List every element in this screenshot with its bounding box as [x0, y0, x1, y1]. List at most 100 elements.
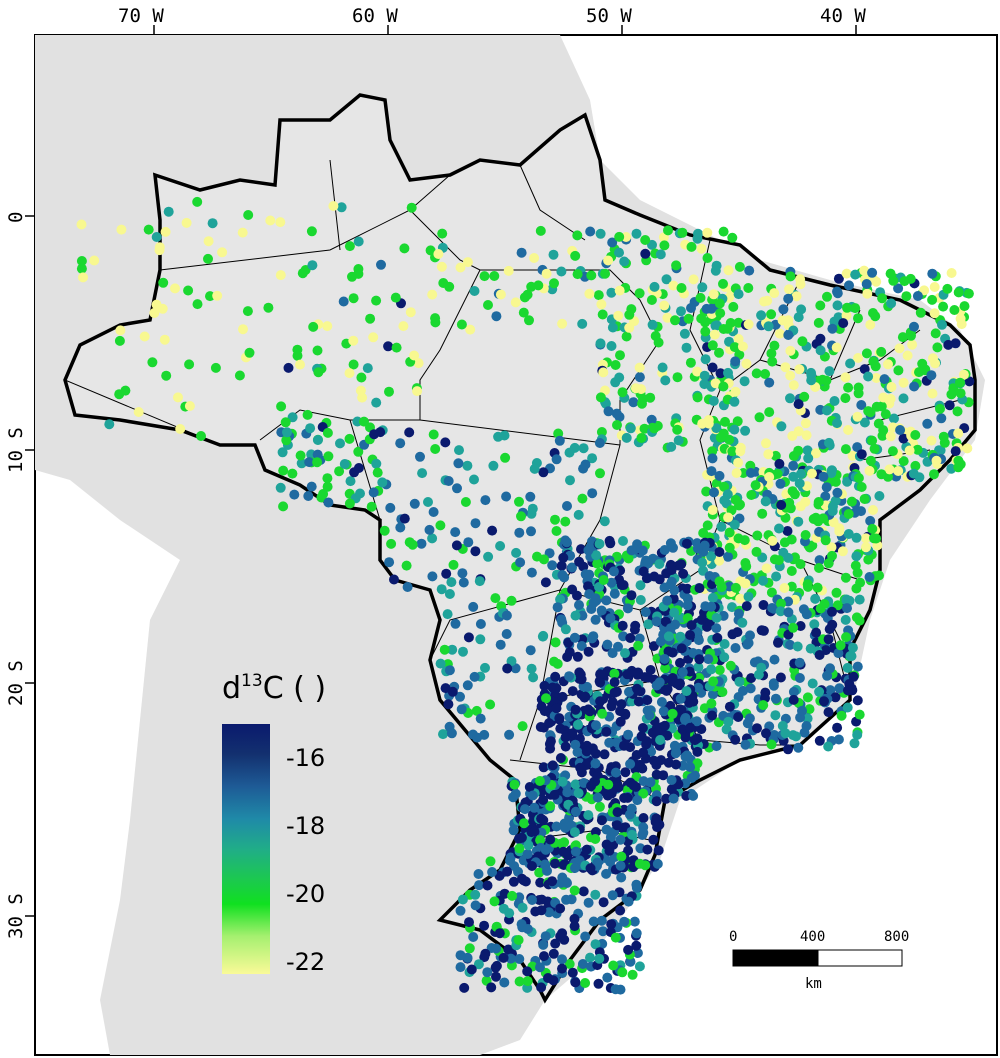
sample-point	[915, 307, 926, 318]
sample-point	[540, 577, 551, 588]
sample-point	[89, 255, 100, 266]
sample-point	[833, 648, 844, 659]
sample-point	[854, 709, 865, 720]
sample-point	[757, 508, 768, 519]
sample-point	[716, 521, 727, 532]
sample-point	[455, 962, 466, 973]
sample-point	[871, 533, 882, 544]
sample-point	[569, 913, 580, 924]
sample-point	[861, 279, 872, 289]
sample-point	[731, 468, 742, 478]
sample-point	[779, 537, 790, 548]
sample-point	[815, 300, 826, 311]
sample-point	[480, 495, 491, 506]
sample-point	[534, 867, 545, 878]
sample-point	[671, 759, 681, 770]
sample-point	[930, 328, 941, 339]
sample-point	[454, 445, 464, 456]
sample-point	[427, 533, 438, 544]
sample-point	[958, 369, 969, 380]
sample-point	[605, 613, 616, 624]
sample-point	[661, 274, 672, 285]
sample-point	[627, 829, 637, 840]
sample-point	[803, 453, 814, 464]
sample-point	[610, 360, 621, 370]
sample-point	[368, 487, 379, 498]
sample-point	[143, 224, 154, 235]
sample-point	[614, 285, 625, 296]
sample-point	[794, 478, 805, 489]
sample-point	[465, 324, 476, 335]
sample-point	[395, 438, 406, 449]
sample-point	[615, 706, 626, 717]
sample-point	[936, 413, 947, 424]
sample-point	[577, 610, 588, 621]
sample-point	[506, 595, 517, 606]
sample-point	[76, 263, 87, 274]
sample-point	[806, 367, 816, 378]
sample-point	[677, 227, 688, 238]
sample-point	[711, 741, 722, 752]
legend-tick-18: -18	[286, 812, 325, 840]
sample-point	[506, 656, 517, 667]
sample-point	[682, 600, 693, 611]
sample-point	[510, 788, 521, 799]
sample-point	[823, 707, 834, 718]
sample-point	[399, 513, 410, 524]
sample-point	[483, 551, 494, 562]
sample-point	[845, 651, 856, 661]
sample-point	[595, 228, 606, 239]
sample-point	[560, 741, 571, 752]
sample-point	[774, 458, 785, 469]
sample-point	[415, 451, 425, 462]
sample-point	[927, 388, 938, 399]
sample-point	[794, 657, 805, 668]
sample-point	[567, 686, 578, 697]
sample-point	[696, 243, 707, 254]
sample-point	[800, 496, 811, 507]
sample-point	[685, 357, 696, 368]
sample-point	[756, 662, 767, 673]
sample-point	[783, 607, 794, 618]
sample-point	[661, 685, 672, 696]
sample-point	[931, 455, 942, 466]
sample-point	[670, 315, 680, 326]
sample-point	[825, 663, 835, 674]
sample-point	[614, 372, 625, 383]
sample-point	[355, 488, 365, 499]
sample-point	[542, 865, 552, 876]
sample-point	[843, 382, 854, 393]
sample-point	[605, 538, 616, 549]
sample-point	[693, 635, 704, 646]
sample-point	[756, 310, 767, 321]
sample-point	[785, 639, 796, 650]
sample-point	[606, 788, 617, 799]
sample-point	[834, 683, 845, 694]
sample-point	[626, 545, 637, 556]
sample-point	[592, 558, 603, 569]
sample-point	[555, 903, 566, 914]
sample-point	[614, 247, 624, 258]
sample-point	[487, 867, 498, 877]
sample-point	[927, 294, 938, 305]
sample-point	[611, 408, 622, 419]
sample-point	[375, 427, 386, 438]
sample-point	[322, 481, 333, 492]
sample-point	[423, 497, 433, 507]
sample-point	[409, 350, 420, 361]
sample-point	[893, 283, 904, 294]
sample-point	[775, 606, 786, 617]
sample-point	[455, 691, 465, 702]
sample-point	[424, 524, 435, 535]
sample-point	[366, 501, 377, 512]
sample-point	[335, 438, 345, 449]
sample-point	[762, 295, 773, 306]
sample-point	[841, 632, 852, 643]
sample-point	[278, 465, 289, 476]
sample-point	[703, 654, 714, 665]
sample-point	[522, 966, 533, 977]
sample-point	[610, 932, 621, 943]
sample-point	[707, 362, 718, 373]
sample-point	[675, 631, 686, 642]
sample-point	[786, 566, 797, 576]
